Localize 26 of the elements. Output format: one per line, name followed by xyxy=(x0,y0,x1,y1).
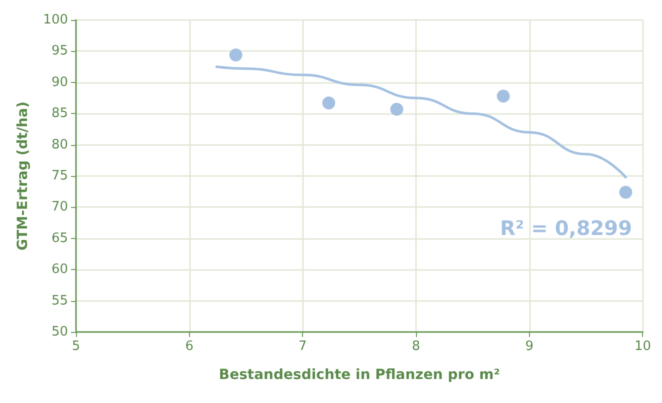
y-tick-label: 75 xyxy=(51,168,68,184)
point xyxy=(229,48,242,62)
x-tick-label: 9 xyxy=(525,339,534,354)
annotation: R² = 0,8299 xyxy=(500,216,632,240)
point xyxy=(322,96,336,110)
x-tick-label: 6 xyxy=(185,339,194,354)
line-series xyxy=(215,66,627,178)
point xyxy=(390,102,404,116)
y-tick-label: 100 xyxy=(43,12,68,28)
y-tick-label: 65 xyxy=(51,230,68,246)
y-tick-label: 85 xyxy=(51,106,68,122)
y-axis-title: GTM-Ertrag (dt/ha) xyxy=(15,102,31,250)
x-tick-label: 10 xyxy=(634,339,651,354)
y-tick-label: 60 xyxy=(51,262,68,278)
x-axis-title: Bestandesdichte in Pflanzen pro m² xyxy=(218,367,500,383)
y-tick-label: 80 xyxy=(51,137,68,152)
x-tick-label: 7 xyxy=(298,339,307,354)
point xyxy=(496,90,510,103)
y-tick-label: 50 xyxy=(51,324,68,340)
x-tick-label: 5 xyxy=(72,339,80,354)
y-tick-label: 70 xyxy=(51,200,68,215)
y-tick-label: 95 xyxy=(51,44,68,59)
point xyxy=(619,186,632,199)
y-tick-label: 55 xyxy=(51,293,68,308)
x-tick-label: 8 xyxy=(412,339,420,354)
y-tick-label: 90 xyxy=(51,74,68,90)
